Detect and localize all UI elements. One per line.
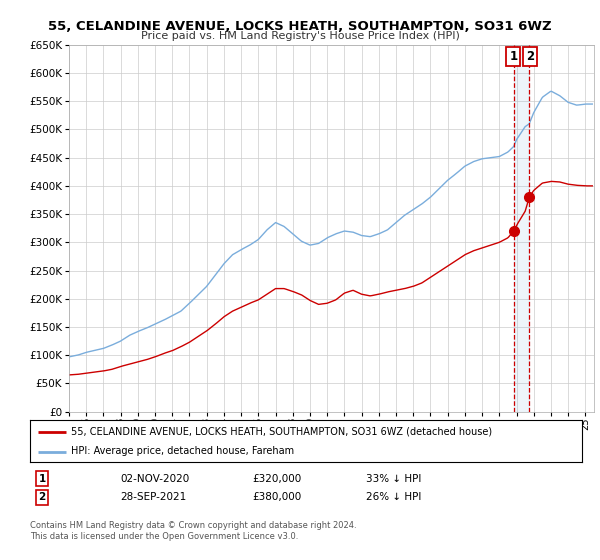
Text: £320,000: £320,000 [252, 474, 301, 484]
Text: 2: 2 [38, 492, 46, 502]
Text: £380,000: £380,000 [252, 492, 301, 502]
Text: 1: 1 [509, 50, 517, 63]
Text: 1: 1 [38, 474, 46, 484]
Text: 2: 2 [526, 50, 534, 63]
Text: 33% ↓ HPI: 33% ↓ HPI [366, 474, 421, 484]
Text: 28-SEP-2021: 28-SEP-2021 [120, 492, 186, 502]
Text: 26% ↓ HPI: 26% ↓ HPI [366, 492, 421, 502]
Text: Contains HM Land Registry data © Crown copyright and database right 2024.: Contains HM Land Registry data © Crown c… [30, 521, 356, 530]
Text: HPI: Average price, detached house, Fareham: HPI: Average price, detached house, Fare… [71, 446, 295, 456]
Text: 55, CELANDINE AVENUE, LOCKS HEATH, SOUTHAMPTON, SO31 6WZ: 55, CELANDINE AVENUE, LOCKS HEATH, SOUTH… [48, 20, 552, 32]
Text: 55, CELANDINE AVENUE, LOCKS HEATH, SOUTHAMPTON, SO31 6WZ (detached house): 55, CELANDINE AVENUE, LOCKS HEATH, SOUTH… [71, 427, 493, 437]
Text: 02-NOV-2020: 02-NOV-2020 [120, 474, 189, 484]
Text: Price paid vs. HM Land Registry's House Price Index (HPI): Price paid vs. HM Land Registry's House … [140, 31, 460, 41]
Text: This data is licensed under the Open Government Licence v3.0.: This data is licensed under the Open Gov… [30, 532, 298, 541]
Bar [514, 45, 529, 412]
